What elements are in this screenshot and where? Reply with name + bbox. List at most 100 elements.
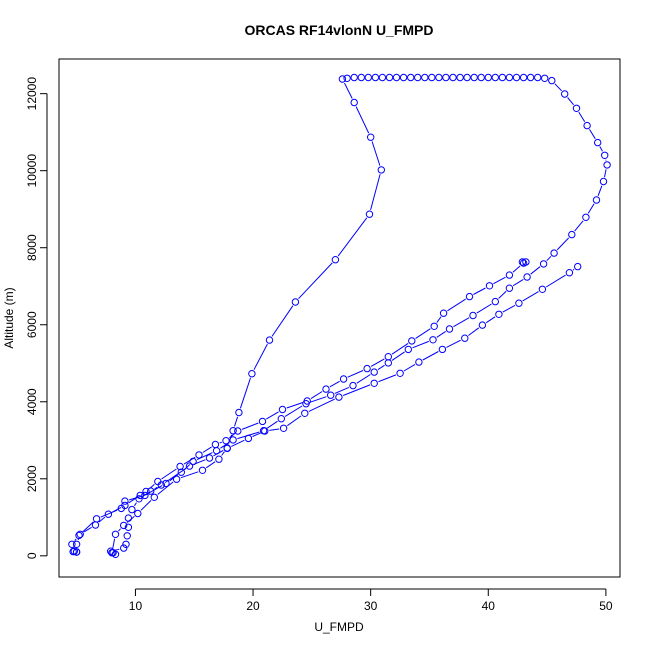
data-point <box>498 73 507 82</box>
data-point <box>430 322 438 330</box>
data-point <box>495 310 503 318</box>
data-point <box>279 424 288 432</box>
y-tick-label: 0 <box>25 552 39 559</box>
data-point <box>463 73 471 82</box>
data-point <box>407 73 415 82</box>
data-point <box>72 548 81 556</box>
data-point <box>277 415 285 423</box>
data-point <box>229 436 237 444</box>
data-point <box>421 73 429 82</box>
data-point <box>519 259 528 267</box>
data-point <box>150 493 159 501</box>
data-point <box>198 466 207 474</box>
data-point <box>439 309 448 317</box>
data-point <box>120 544 128 552</box>
data-point <box>519 73 528 82</box>
data-point <box>172 475 181 483</box>
data-point <box>212 447 221 455</box>
data-point <box>185 462 194 470</box>
data-point <box>259 427 268 435</box>
data-point <box>302 400 310 408</box>
data-point <box>384 359 392 367</box>
data-point <box>385 73 394 82</box>
data-point <box>135 495 143 503</box>
data-point <box>583 121 591 130</box>
data-point <box>338 75 347 83</box>
data-point <box>134 509 142 518</box>
data-point <box>322 385 330 393</box>
y-tick-label: 4000 <box>25 388 39 415</box>
data-point <box>291 298 300 306</box>
x-tick-label: 10 <box>129 599 143 613</box>
data-point <box>68 540 76 548</box>
data-point <box>428 73 436 82</box>
data-point <box>465 292 474 301</box>
x-tick-label: 40 <box>482 599 496 613</box>
data-point <box>278 405 287 414</box>
data-point <box>561 90 569 98</box>
data-point <box>76 530 84 538</box>
data-point <box>469 311 477 320</box>
data-point <box>107 547 115 555</box>
y-axis: 0 2000 4000 6000 8000 10000 12000 <box>25 77 48 559</box>
series-line <box>114 268 575 551</box>
data-point <box>367 133 375 141</box>
data-point <box>384 353 392 361</box>
data-point <box>550 249 558 257</box>
data-point <box>377 166 385 174</box>
data-point <box>477 73 485 82</box>
series-line <box>77 265 521 541</box>
data-point <box>123 532 131 540</box>
data-point <box>339 375 348 383</box>
data-point <box>92 515 101 523</box>
data-point <box>541 74 549 83</box>
data-point <box>128 505 136 514</box>
data-point <box>568 230 576 239</box>
data-point <box>111 530 120 538</box>
data-point <box>141 491 149 500</box>
data-point <box>505 284 514 292</box>
data-point <box>592 196 601 204</box>
data-point <box>176 462 184 471</box>
data-point <box>189 457 197 466</box>
y-axis-label: Altitude (m) <box>2 287 16 348</box>
data-point <box>301 409 309 417</box>
y-tick-label: 6000 <box>25 311 39 338</box>
data-point <box>120 521 128 530</box>
data-point <box>438 345 447 354</box>
data-point <box>414 73 422 82</box>
data-point <box>234 427 242 435</box>
data-point <box>349 381 357 390</box>
plot-area <box>68 73 611 558</box>
data-point <box>69 547 77 556</box>
data-point <box>594 138 602 147</box>
data-point <box>534 73 542 82</box>
data-point <box>582 213 590 222</box>
data-point <box>515 299 523 307</box>
data-point <box>142 487 150 496</box>
data-point <box>445 325 454 333</box>
data-point <box>539 260 548 268</box>
data-point <box>350 98 358 107</box>
data-point <box>485 282 494 290</box>
data-point <box>371 73 380 82</box>
data-point <box>350 73 358 82</box>
data-point <box>235 408 243 417</box>
data-point <box>108 549 116 557</box>
data-point <box>396 369 404 377</box>
data-point <box>363 364 371 373</box>
data-point <box>370 368 378 376</box>
data-point <box>565 269 574 277</box>
data-point <box>574 262 582 271</box>
data-point <box>470 73 478 82</box>
data-point <box>211 440 220 449</box>
data-point <box>223 444 231 452</box>
data-point <box>601 151 609 160</box>
data-point <box>599 177 608 186</box>
data-point <box>327 391 335 399</box>
data-point <box>603 161 611 169</box>
x-tick-label: 30 <box>364 599 378 613</box>
data-point <box>162 479 170 488</box>
chart-title: ORCAS RF14vlonN U_FMPD <box>244 22 433 38</box>
